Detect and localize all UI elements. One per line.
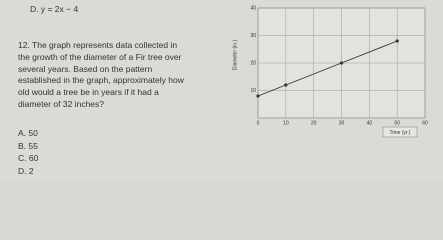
- y-tick-label: 10: [250, 88, 256, 94]
- data-point: [256, 94, 260, 98]
- x-tick-label: 30: [339, 120, 345, 126]
- x-tick-label: 50: [394, 120, 400, 126]
- answer-option: C. 60: [18, 153, 39, 163]
- question-line: established in the graph, approximately …: [18, 75, 184, 86]
- data-point: [339, 61, 344, 65]
- data-point: [395, 39, 399, 43]
- x-tick-label: 40: [367, 120, 373, 126]
- question-line: 12. The graph represents data collected …: [18, 40, 178, 50]
- answer-option: A. 50: [18, 128, 38, 138]
- question-line: several years. Based on the pattern: [18, 63, 153, 74]
- x-axis-label: Time (yr.): [390, 130, 411, 136]
- question-line: old would a tree be in years if it had a: [18, 87, 159, 98]
- y-tick-label: 30: [250, 33, 256, 39]
- data-line: [257, 40, 398, 97]
- question-line: diameter of 32 inches?: [18, 99, 104, 109]
- page: D. y = 2x − 4 0 10 20 30 40 50 60 10 20 30 40 Diame…: [18, 4, 428, 176]
- x-tick-label: 60: [422, 120, 428, 126]
- answer-option: B. 55: [18, 140, 38, 151]
- data-point: [284, 83, 288, 87]
- x-tick-label: 0: [257, 120, 260, 126]
- x-tick-label: 10: [283, 120, 289, 126]
- answer-option: D. 2: [18, 165, 34, 176]
- previous-option: D. y = 2x − 4: [30, 4, 79, 14]
- chart: 0 10 20 30 40 50 60 10 20 30 40 Diameter (in.) Time …: [232, 5, 428, 138]
- question-line: the growth of the diameter of a Fir tree…: [18, 51, 182, 62]
- y-tick-label: 40: [250, 5, 256, 11]
- y-tick-label: 20: [250, 60, 256, 66]
- y-axis-label: Diameter (in.): [232, 40, 238, 71]
- x-label-box: [382, 126, 418, 138]
- x-tick-label: 20: [311, 120, 317, 126]
